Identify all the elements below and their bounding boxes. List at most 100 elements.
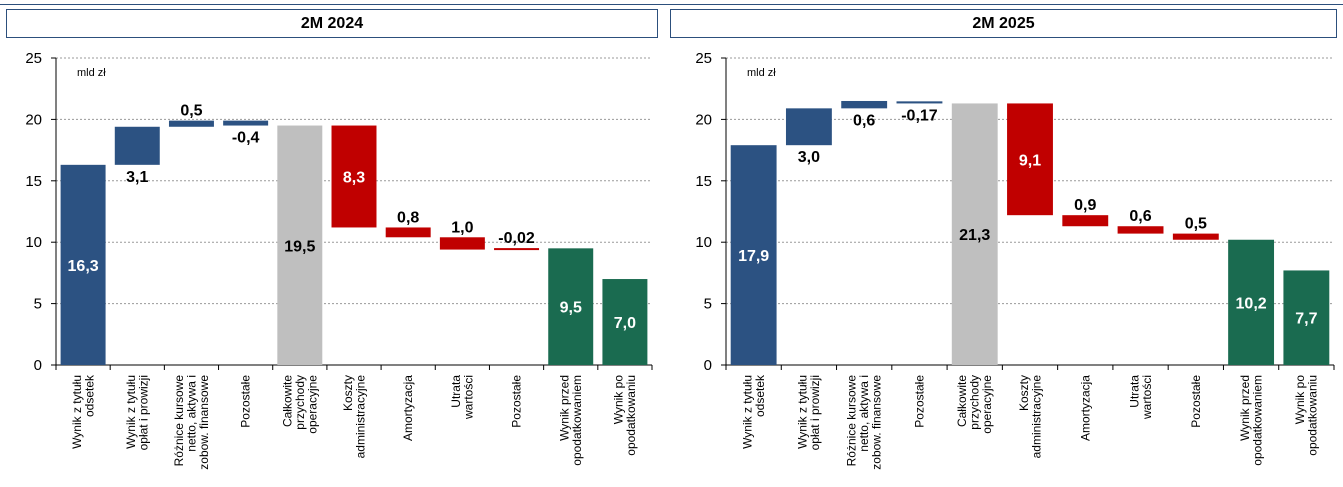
category-label-line: Wynik z tytułu bbox=[796, 375, 810, 449]
bar bbox=[730, 145, 777, 365]
category-label-line: odsetek bbox=[753, 374, 767, 417]
category-label: Wynik przedopodatkowaniem bbox=[557, 375, 584, 466]
category-label: Kosztyadministracyjne bbox=[341, 375, 368, 459]
category-label: Wynik z tytułuodsetek bbox=[740, 374, 767, 449]
value-label: 17,9 bbox=[738, 248, 769, 265]
y-tick-label: 5 bbox=[704, 296, 712, 313]
category-label: Pozostałe bbox=[239, 375, 253, 428]
category-label-line: Pozostałe bbox=[239, 375, 253, 428]
category-label-line: opodatkowaniu bbox=[1306, 375, 1320, 456]
bar bbox=[1062, 215, 1109, 227]
value-label: 3,1 bbox=[126, 169, 148, 186]
category-label: Utratawartości bbox=[449, 375, 476, 420]
category-label-line: Wynik po bbox=[1293, 375, 1307, 425]
category-label: Wynik przedopodatkowaniem bbox=[1238, 375, 1265, 466]
category-label-line: administracyjne bbox=[1029, 375, 1043, 459]
category-label-line: zobow. finansowe bbox=[870, 375, 884, 470]
unit-label: mld zł bbox=[77, 67, 106, 79]
category-label: Różnice kursowenetto, aktywa izobow. fin… bbox=[172, 375, 211, 470]
value-label: 1,0 bbox=[451, 219, 473, 236]
category-label-line: Pozostałe bbox=[510, 375, 524, 428]
bar bbox=[951, 103, 998, 365]
chart-title: 2M 2024 bbox=[6, 9, 658, 38]
bar bbox=[1283, 270, 1330, 365]
value-label: 7,0 bbox=[614, 315, 636, 332]
category-label: Różnice kursowenetto, aktywa izobow. fin… bbox=[845, 375, 884, 470]
category-label: Kosztyadministracyjne bbox=[1017, 375, 1044, 459]
value-label: 9,5 bbox=[560, 300, 582, 317]
waterfall-chart: 0 5 10 15 20 25 mld zł 16,3 3,1 0,5 -0,4 19,5 8,3 0,8… bbox=[25, 50, 653, 470]
waterfall-chart: 0 5 10 15 20 25 mld zł 17,9 3,0 0,6 -0,17 21,3 9,1 0,… bbox=[695, 50, 1335, 470]
category-label-line: Wynik z tytułu bbox=[740, 375, 754, 449]
value-label: 16,3 bbox=[68, 258, 99, 275]
category-label-line: Całkowite bbox=[280, 375, 294, 427]
value-label: 0,6 bbox=[1129, 208, 1151, 225]
y-tick-label: 20 bbox=[25, 111, 42, 128]
category-label-line: netto, aktywa i bbox=[184, 375, 198, 452]
y-tick-label: 25 bbox=[695, 50, 712, 67]
value-label: -0,02 bbox=[498, 230, 535, 247]
bar bbox=[602, 279, 648, 365]
category-label-line: Koszty bbox=[341, 375, 355, 411]
bar bbox=[223, 120, 269, 126]
value-label: 0,5 bbox=[1185, 216, 1207, 233]
category-label-line: Wynik przed bbox=[557, 375, 571, 441]
category-label: Całkowiteprzychodyoperacyjne bbox=[955, 375, 994, 434]
bar bbox=[114, 126, 160, 165]
y-tick-label: 20 bbox=[695, 111, 712, 128]
category-label-line: opodatkowaniu bbox=[624, 375, 638, 456]
category-label-line: Różnice kursowe bbox=[172, 375, 186, 467]
category-label-line: Wynik przed bbox=[1238, 375, 1252, 441]
y-tick-label: 5 bbox=[34, 296, 42, 313]
category-label: Amortyzacja bbox=[401, 375, 415, 441]
value-label: 8,3 bbox=[343, 170, 365, 187]
value-label: 0,5 bbox=[180, 103, 202, 120]
y-tick-label: 10 bbox=[25, 234, 42, 251]
category-label-line: administracyjne bbox=[353, 375, 367, 459]
unit-label: mld zł bbox=[747, 67, 776, 79]
category-label-line: zobow. finansowe bbox=[197, 375, 211, 470]
value-label: -0,4 bbox=[232, 130, 260, 147]
bar bbox=[548, 248, 594, 365]
category-label: Amortyzacja bbox=[1078, 375, 1092, 441]
bar bbox=[494, 248, 540, 251]
bar bbox=[168, 120, 214, 127]
category-label-line: opodatkowaniem bbox=[570, 375, 584, 466]
category-label: Wynik poopodatkowaniu bbox=[612, 375, 639, 456]
category-label-line: Amortyzacja bbox=[1078, 375, 1092, 441]
category-label: Pozostałe bbox=[1189, 375, 1203, 428]
value-label: 9,1 bbox=[1019, 152, 1041, 169]
category-label: Wynik poopodatkowaniu bbox=[1293, 375, 1320, 456]
chart-panel-2m-2024: 2M 2024 0 5 10 15 20 25 mld zł 16,3 3,1 0,5 -0,4 19… bbox=[0, 9, 670, 487]
y-tick-label: 10 bbox=[695, 234, 712, 251]
category-label-line: przychody bbox=[968, 375, 982, 430]
category-label-line: Utrata bbox=[1127, 375, 1141, 408]
bar bbox=[1172, 233, 1219, 240]
category-label-line: wartości bbox=[1140, 375, 1154, 420]
category-label: Pozostałe bbox=[912, 375, 926, 428]
bar bbox=[1228, 239, 1275, 365]
category-label-line: wartości bbox=[462, 375, 476, 420]
bar bbox=[896, 101, 943, 104]
bar bbox=[1117, 226, 1164, 234]
y-tick-label: 25 bbox=[25, 50, 42, 67]
category-label-line: opłat i prowizji bbox=[137, 375, 151, 450]
chart-title: 2M 2025 bbox=[670, 9, 1337, 38]
category-label-line: Wynik po bbox=[612, 375, 626, 425]
value-label: 19,5 bbox=[284, 238, 315, 255]
y-tick-label: 0 bbox=[34, 357, 42, 374]
category-label-line: operacyjne bbox=[980, 375, 994, 434]
y-tick-label: 15 bbox=[25, 173, 42, 190]
category-label: Całkowiteprzychodyoperacyjne bbox=[280, 375, 319, 434]
category-label-line: Koszty bbox=[1017, 375, 1031, 411]
bar bbox=[385, 227, 431, 238]
category-label-line: przychody bbox=[293, 375, 307, 430]
bar bbox=[785, 108, 832, 146]
value-label: 0,9 bbox=[1074, 197, 1096, 214]
bar bbox=[1007, 103, 1053, 216]
value-label: -0,17 bbox=[901, 107, 938, 124]
value-label: 0,6 bbox=[853, 112, 875, 129]
value-label: 7,7 bbox=[1295, 311, 1317, 328]
category-label-line: odsetek bbox=[82, 374, 96, 417]
category-label-line: Różnice kursowe bbox=[845, 375, 859, 467]
